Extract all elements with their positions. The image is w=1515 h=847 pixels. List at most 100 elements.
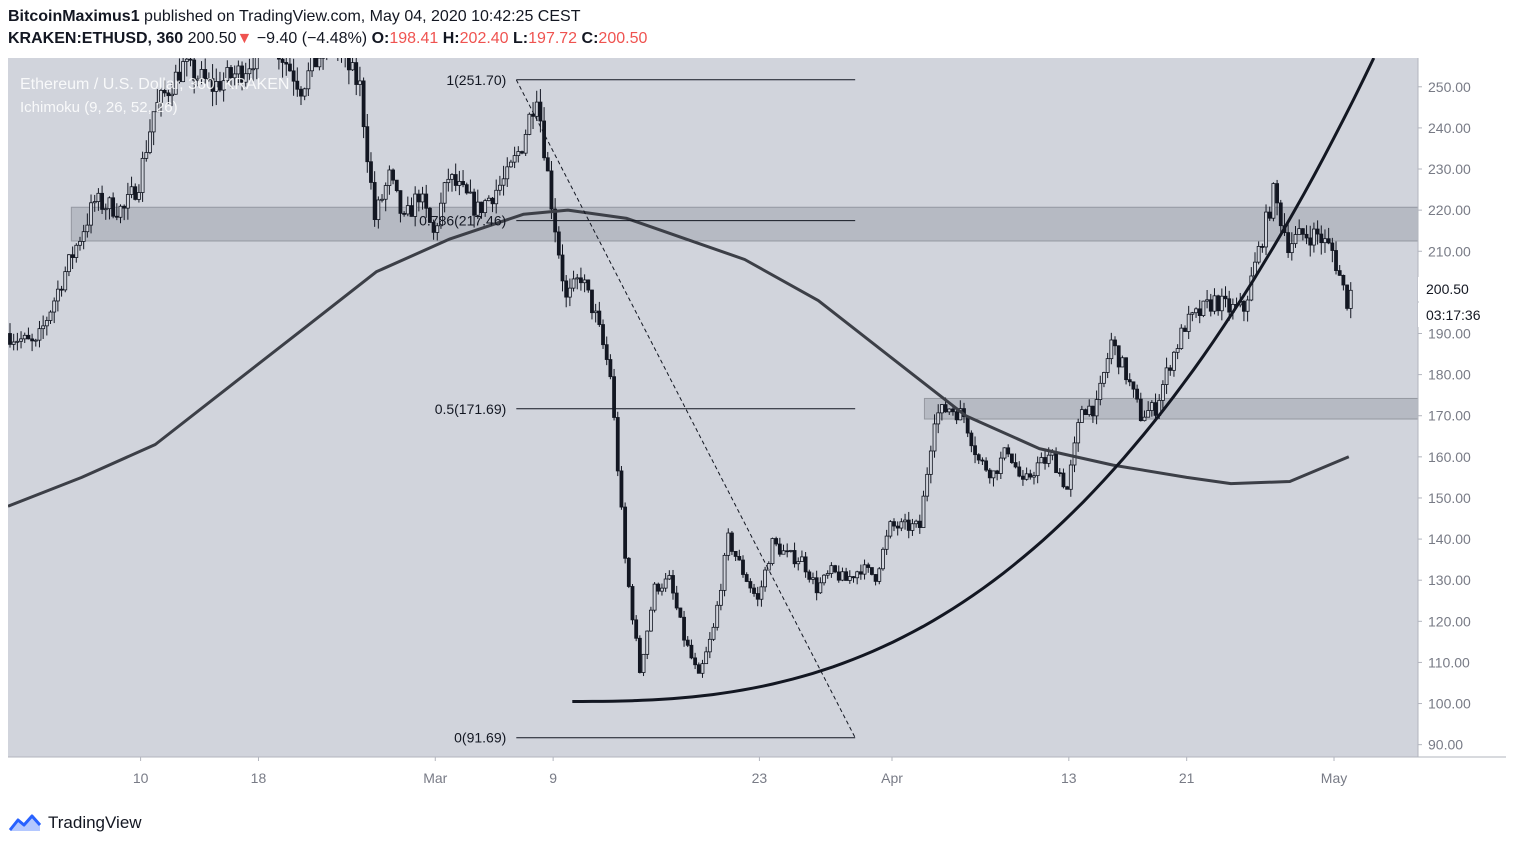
candle-up [1219, 295, 1224, 312]
candle-down [685, 639, 690, 646]
candle-down [100, 192, 104, 210]
candle-up [811, 577, 815, 580]
candle-down [560, 254, 565, 282]
candle-up [899, 521, 904, 529]
candle-up [41, 325, 46, 330]
candle-down [1006, 447, 1011, 455]
candle-up [151, 111, 156, 133]
candle-up [483, 200, 488, 214]
candle-up [37, 328, 42, 341]
candle-up [516, 151, 521, 157]
y-tick-label: 120.00 [1428, 613, 1471, 629]
candle-up [593, 310, 598, 314]
footer-brand[interactable]: TradingView [48, 813, 142, 832]
candle-down [678, 607, 683, 618]
candle-up [1076, 422, 1081, 444]
candle-down [1223, 295, 1228, 300]
candle-up [704, 651, 709, 665]
candle-up [170, 93, 174, 97]
candle-up [582, 279, 587, 284]
candle-up [707, 638, 712, 653]
candle-up [254, 42, 259, 70]
candle-up [1271, 183, 1276, 219]
candle-up [718, 589, 723, 606]
candle-down [689, 644, 694, 659]
candle-down [1319, 233, 1324, 244]
candle-up [247, 68, 252, 75]
candle-down [564, 280, 569, 298]
candle-down [917, 520, 922, 528]
candle-up [48, 311, 53, 321]
candle-down [984, 460, 988, 471]
candle-down [906, 519, 911, 531]
candle-down [229, 67, 233, 79]
candle-down [803, 556, 808, 573]
candle-up [571, 278, 576, 289]
close-label: C: [581, 30, 599, 47]
candle-down [391, 169, 395, 181]
footer[interactable]: TradingView [8, 808, 142, 838]
candle-down [730, 532, 734, 552]
candle-down [1183, 327, 1187, 332]
candle-up [700, 663, 705, 674]
candle-up [92, 201, 97, 204]
chart-area[interactable]: 1(251.70) 0.786(217.46) 0.5(171.69) 0(91.69… [7, 19, 1506, 798]
legend-indicator: Ichimoku (9, 26, 52, 26) [20, 99, 178, 116]
candle-down [361, 80, 366, 128]
candle-up [1172, 351, 1176, 371]
candle-down [365, 126, 370, 163]
candle-up [991, 470, 996, 479]
candle-down [682, 616, 686, 641]
candle-down [1341, 274, 1346, 286]
candle-up [236, 65, 241, 75]
candle-up [1024, 473, 1029, 480]
y-tick-label: 170.00 [1428, 408, 1471, 424]
candle-down [1127, 379, 1132, 383]
candle-up [1035, 462, 1040, 477]
candle-down [1061, 472, 1066, 488]
y-tick-label: 90.00 [1428, 737, 1463, 753]
candle-up [1002, 447, 1007, 459]
candle-down [114, 215, 119, 218]
y-tick-label: 100.00 [1428, 696, 1471, 712]
published-text: published on TradingView.com, May 04, 20… [144, 8, 581, 25]
candle-up [195, 78, 200, 81]
candle-down [538, 101, 543, 122]
x-tick-label: 18 [251, 770, 267, 786]
candle-up [446, 178, 451, 184]
candle-down [1057, 472, 1062, 475]
last-price-badge: 200.50 [1418, 277, 1490, 301]
candle-down [1197, 308, 1202, 316]
candle-up [225, 67, 230, 82]
candle-up [796, 561, 801, 565]
candle-down [8, 333, 12, 345]
candle-up [855, 571, 860, 579]
y-axis[interactable]: 250.00240.00230.00220.00210.00200.00190.… [1417, 58, 1506, 757]
candle-down [637, 637, 642, 673]
candle-down [402, 212, 407, 215]
candle-down [755, 593, 760, 600]
candle-down [1208, 299, 1213, 312]
candle-down [192, 59, 197, 81]
candle-down [295, 80, 300, 90]
candle-up [125, 194, 130, 209]
candle-down [1278, 202, 1283, 227]
x-axis[interactable]: 10 18 Mar 9 23 Apr 13 21 May [8, 756, 1506, 798]
candle-down [416, 193, 421, 203]
candle-down [733, 551, 738, 557]
candle-up [884, 535, 889, 550]
candle-down [814, 577, 819, 594]
candle-down [987, 469, 992, 479]
candle-down [1013, 462, 1018, 468]
candle-down [741, 559, 745, 575]
price-chart[interactable]: 1(251.70) 0.786(217.46) 0.5(171.69) 0(91.69… [7, 19, 1506, 798]
candle-up [1109, 339, 1114, 360]
author-name[interactable]: BitcoinMaximus1 [8, 8, 140, 25]
fibonacci-layer: 1(251.70) 0.786(217.46) 0.5(171.69) 0(91.69… [419, 72, 856, 746]
x-tick-label: Apr [881, 770, 903, 786]
candle-down [542, 120, 546, 159]
candle-down [980, 459, 985, 462]
candle-down [1216, 295, 1221, 312]
candle-up [475, 201, 480, 216]
candle-down [162, 90, 167, 94]
